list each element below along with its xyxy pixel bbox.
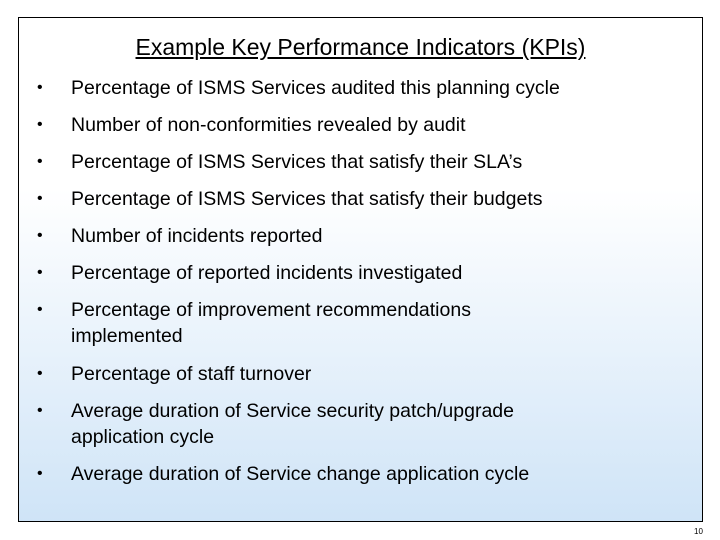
kpi-text: Percentage of ISMS Services audited this… xyxy=(71,75,671,101)
kpi-text: Percentage of reported incidents investi… xyxy=(71,260,671,286)
bullet-icon: • xyxy=(37,227,43,244)
kpi-text: Percentage of ISMS Services that satisfy… xyxy=(71,186,671,212)
bullet-icon: • xyxy=(37,402,43,419)
slide-title: Example Key Performance Indicators (KPIs… xyxy=(135,34,586,60)
kpi-text-line: implemented xyxy=(71,325,183,347)
slide-frame: Example Key Performance Indicators (KPIs… xyxy=(18,17,703,522)
kpi-text: Average duration of Service security pat… xyxy=(71,398,671,450)
kpi-text: Number of incidents reported xyxy=(71,223,671,249)
kpi-text-line: Percentage of staff turnover xyxy=(71,363,312,385)
kpi-text-line: Average duration of Service security pat… xyxy=(71,400,514,422)
kpi-text-line: Average duration of Service change appli… xyxy=(71,463,530,485)
bullet-icon: • xyxy=(37,301,43,318)
kpi-text-line: Number of incidents reported xyxy=(71,225,323,247)
kpi-text-line: application cycle xyxy=(71,426,215,448)
kpi-text: Percentage of improvement recommendation… xyxy=(71,297,671,349)
kpi-text: Percentage of staff turnover xyxy=(71,361,671,387)
bullet-icon: • xyxy=(37,264,43,281)
bullet-icon: • xyxy=(37,116,43,133)
kpi-text: Average duration of Service change appli… xyxy=(71,461,671,487)
bullet-icon: • xyxy=(37,465,43,482)
kpi-text-line: Percentage of ISMS Services audited this… xyxy=(71,77,560,99)
bullet-icon: • xyxy=(37,365,43,382)
kpi-text-line: Percentage of reported incidents investi… xyxy=(71,262,463,284)
kpi-text-line: Percentage of improvement recommendation… xyxy=(71,299,471,321)
bullet-icon: • xyxy=(37,79,43,96)
kpi-text: Percentage of ISMS Services that satisfy… xyxy=(71,149,671,175)
bullet-icon: • xyxy=(37,190,43,207)
kpi-text-line: Percentage of ISMS Services that satisfy… xyxy=(71,188,543,210)
page-number: 10 xyxy=(694,527,703,536)
kpi-text-line: Percentage of ISMS Services that satisfy… xyxy=(71,151,523,173)
kpi-text-line: Number of non-conformities revealed by a… xyxy=(71,114,466,136)
bullet-icon: • xyxy=(37,153,43,170)
kpi-text: Number of non-conformities revealed by a… xyxy=(71,112,671,138)
